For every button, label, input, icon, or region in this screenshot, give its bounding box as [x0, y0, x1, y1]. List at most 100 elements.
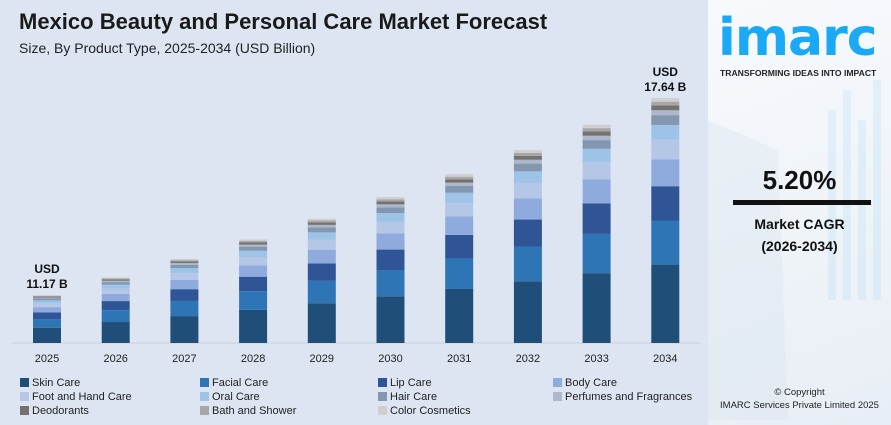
legend-item: Oral Care — [200, 390, 378, 403]
legend-swatch — [200, 392, 209, 401]
bar-segment-2026-5 — [101, 284, 130, 289]
legend-item: Foot and Hand Care — [20, 390, 200, 403]
bar-segment-2027-6 — [170, 264, 199, 269]
bar-segment-2032-6 — [513, 163, 542, 172]
bar-segment-2033-1 — [582, 233, 611, 274]
bar-segment-2034-3 — [651, 159, 680, 187]
bar-segment-2025-4 — [33, 303, 61, 308]
bar-segment-2034-8 — [651, 105, 680, 111]
legend-swatch — [553, 378, 562, 387]
bar-segment-2029-6 — [307, 227, 336, 233]
bar-segment-2026-7 — [101, 280, 130, 283]
bar-segment-2028-1 — [239, 291, 268, 310]
bar-segment-2027-8 — [170, 261, 199, 264]
legend-swatch — [200, 406, 209, 415]
bar-segment-2031-10 — [445, 174, 474, 177]
legend-label: Body Care — [565, 376, 617, 389]
x-tick-label: 2033 — [584, 353, 608, 365]
legend-swatch — [553, 392, 562, 401]
bar-segment-2029-4 — [307, 239, 336, 250]
bar-segment-2027-5 — [170, 268, 199, 274]
bar-segment-2033-9 — [582, 128, 611, 132]
cagr-label-text: Market CAGR — [754, 216, 845, 232]
bar-segment-2025-8 — [33, 296, 61, 298]
bar-segment-2033-3 — [582, 179, 611, 204]
divider — [733, 200, 871, 205]
x-tick-label: 2026 — [103, 353, 127, 365]
bar-segment-2032-5 — [513, 171, 542, 183]
bar-segment-2031-3 — [445, 216, 474, 235]
bar-segment-2032-10 — [513, 150, 542, 154]
legend-item: Lip Care — [378, 376, 553, 389]
bar-segment-2025-1 — [33, 319, 61, 328]
bar-segment-2028-6 — [239, 246, 268, 251]
bar-segment-2030-7 — [376, 204, 405, 208]
bar-segment-2026-8 — [101, 279, 130, 281]
bar-segment-2027-10 — [170, 258, 199, 261]
legend-item: Perfumes and Fragrances — [553, 390, 713, 403]
bar-segment-2031-5 — [445, 192, 474, 203]
bar-segment-2027-7 — [170, 263, 199, 265]
bar-segment-2032-7 — [513, 159, 542, 164]
bar-segment-2027-4 — [170, 273, 199, 280]
bar-segment-2030-8 — [376, 201, 405, 205]
bar-segment-2027-0 — [170, 316, 199, 343]
bar-segment-2029-5 — [307, 232, 336, 240]
bar-segment-2025-5 — [33, 300, 61, 304]
bar-segment-2033-8 — [582, 131, 611, 136]
bar-segment-2029-2 — [307, 263, 336, 281]
bar-segment-2028-8 — [239, 242, 268, 245]
cagr-value: 5.20% — [762, 165, 837, 195]
legend-item: Deodorants — [20, 404, 200, 417]
bar-segment-2025-0 — [33, 327, 61, 343]
bar-segment-2034-0 — [651, 264, 680, 343]
legend-item: Body Care — [553, 376, 713, 389]
bar-segment-2028-10 — [239, 239, 268, 241]
bar-segment-2030-1 — [376, 270, 405, 297]
bar-segment-2028-3 — [239, 265, 268, 277]
x-tick-label: 2028 — [241, 353, 265, 365]
bar-segment-2028-5 — [239, 250, 268, 258]
x-tick-label: 2027 — [172, 353, 196, 365]
value-annotation-currency: USD — [34, 262, 60, 276]
bar-segment-2026-4 — [101, 288, 130, 294]
bar-segment-2034-4 — [651, 139, 680, 160]
bar-segment-2026-9 — [101, 278, 130, 280]
legend-label: Foot and Hand Care — [32, 390, 132, 403]
bar-segment-2030-4 — [376, 221, 405, 234]
bar-segment-2026-0 — [101, 322, 130, 343]
bar-segment-2028-7 — [239, 244, 268, 247]
cagr-period: (2026-2034) — [761, 238, 838, 254]
legend-swatch — [378, 406, 387, 415]
legend-item: Skin Care — [20, 376, 200, 389]
bar-segment-2025-3 — [33, 307, 61, 313]
copyright: © Copyright IMARC Services Private Limit… — [708, 386, 891, 412]
bar-segment-2030-5 — [376, 213, 405, 222]
bar-segment-2032-3 — [513, 198, 542, 220]
legend-label: Perfumes and Fragrances — [565, 390, 693, 403]
bar-segment-2031-1 — [445, 258, 474, 289]
legend-label: Color Cosmetics — [390, 404, 471, 417]
bar-segment-2031-6 — [445, 185, 474, 193]
bar-segment-2033-10 — [582, 124, 611, 129]
bar-segment-2026-6 — [101, 282, 130, 285]
bar-segment-2032-4 — [513, 182, 542, 199]
x-tick-label: 2025 — [35, 353, 59, 365]
bar-segment-2033-0 — [582, 273, 611, 343]
company-name: IMARC Services Private Limited 2025 — [720, 400, 879, 411]
bar-segment-2028-0 — [239, 309, 268, 343]
bar-segment-2026-10 — [101, 277, 130, 279]
bar-segment-2034-2 — [651, 186, 680, 221]
value-annotation-currency: USD — [653, 65, 679, 79]
stacked-bar-chart: 2025 2026 2027 2028 2029 2030 2031 2032 2033 2034… — [12, 65, 700, 365]
chart-title: Mexico Beauty and Personal Care Market F… — [19, 9, 548, 34]
legend-swatch — [378, 378, 387, 387]
bar-segment-2032-9 — [513, 153, 542, 156]
bar-segment-2028-4 — [239, 257, 268, 266]
bar-segment-2031-0 — [445, 288, 474, 343]
bar-segment-2029-10 — [307, 218, 336, 221]
imarc-logo: imarc — [718, 8, 878, 68]
bar-segment-2030-6 — [376, 207, 405, 214]
bar-segment-2027-2 — [170, 289, 199, 301]
bar-segment-2026-3 — [101, 293, 130, 302]
